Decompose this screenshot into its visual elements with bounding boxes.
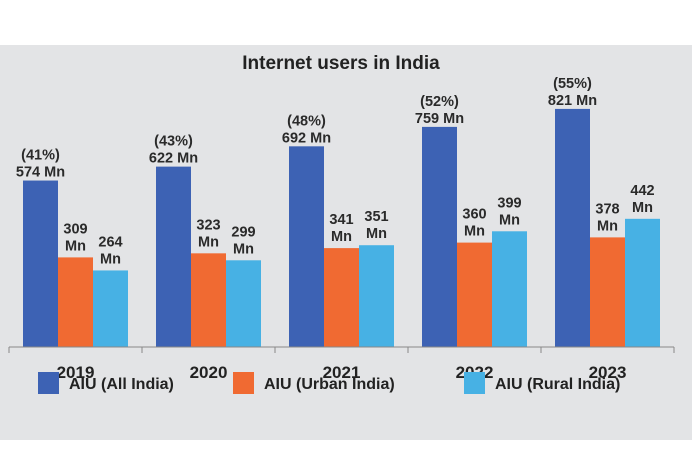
bar-2021-0 xyxy=(289,146,324,347)
legend-label: AIU (Urban India) xyxy=(264,376,395,393)
value-label: 264 xyxy=(98,234,122,250)
share-label: (55%) xyxy=(553,76,592,92)
bar-2019-0 xyxy=(23,180,58,347)
bar-2023-1 xyxy=(590,237,625,347)
bar-2022-2 xyxy=(492,231,527,347)
x-tick-label: 2020 xyxy=(190,363,228,382)
value-label: 821 Mn xyxy=(548,93,597,109)
share-label: (43%) xyxy=(154,134,193,150)
unit-label: Mn xyxy=(233,241,254,257)
x-tick-label: 2019 xyxy=(57,363,95,382)
chart-panel: Internet users in India (41%) 574 Mn 309 Mn… xyxy=(0,45,692,440)
unit-label: Mn xyxy=(632,200,653,216)
unit-label: Mn xyxy=(366,226,387,242)
share-label: (52%) xyxy=(420,94,459,110)
legend-swatch xyxy=(464,372,485,394)
legend-label: AIU (All India) xyxy=(69,376,174,393)
unit-label: Mn xyxy=(65,238,86,254)
bar-2020-2 xyxy=(226,260,261,347)
bar-2023-2 xyxy=(625,218,660,347)
unit-label: Mn xyxy=(100,251,121,267)
value-label: 378 xyxy=(595,201,619,217)
value-label: 574 Mn xyxy=(16,165,65,181)
legend-swatch xyxy=(38,372,59,394)
value-label: 351 xyxy=(364,209,388,225)
x-tick-label: 2023 xyxy=(589,363,627,382)
unit-label: Mn xyxy=(464,224,485,240)
x-tick-label: 2021 xyxy=(323,363,361,382)
value-label: 399 xyxy=(497,195,521,211)
bar-2020-0 xyxy=(156,166,191,347)
legend-label: AIU (Rural India) xyxy=(495,376,620,393)
bar-2020-1 xyxy=(191,253,226,347)
legend-swatch xyxy=(233,372,254,394)
bar-2019-2 xyxy=(93,270,128,347)
bar-2021-1 xyxy=(324,248,359,347)
unit-label: Mn xyxy=(198,234,219,250)
value-label: 309 xyxy=(63,221,87,237)
value-label: 323 xyxy=(196,217,220,233)
unit-label: Mn xyxy=(331,229,352,245)
value-label: 759 Mn xyxy=(415,111,464,127)
value-label: 360 xyxy=(462,207,486,223)
value-label: 442 xyxy=(630,183,654,199)
bar-2019-1 xyxy=(58,257,93,347)
bar-chart: Internet users in India (41%)574 Mn309Mn… xyxy=(8,53,675,394)
bar-2021-2 xyxy=(359,245,394,347)
share-label: (48%) xyxy=(287,113,326,129)
value-label: 692 Mn xyxy=(282,130,331,146)
unit-label: Mn xyxy=(597,218,618,234)
share-label: (41%) xyxy=(21,148,60,164)
bar-2023-0 xyxy=(555,108,590,347)
unit-label: Mn xyxy=(499,212,520,228)
value-label: 299 xyxy=(231,224,255,240)
value-label: 622 Mn xyxy=(149,151,198,167)
chart-title: Internet users in India xyxy=(242,53,440,74)
value-label: 341 xyxy=(329,212,353,228)
bar-2022-0 xyxy=(422,126,457,347)
bar-2022-1 xyxy=(457,242,492,347)
